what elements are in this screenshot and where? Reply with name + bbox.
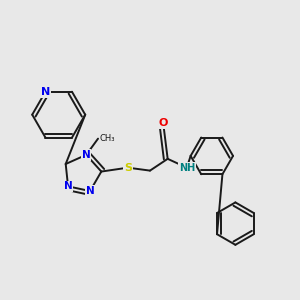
Text: CH₃: CH₃ <box>100 134 115 143</box>
Text: N: N <box>64 182 72 191</box>
Text: O: O <box>159 118 168 128</box>
Text: N: N <box>82 150 91 160</box>
Text: N: N <box>41 87 50 97</box>
Text: N: N <box>86 186 94 196</box>
Text: NH: NH <box>179 163 195 173</box>
Text: S: S <box>124 163 132 173</box>
